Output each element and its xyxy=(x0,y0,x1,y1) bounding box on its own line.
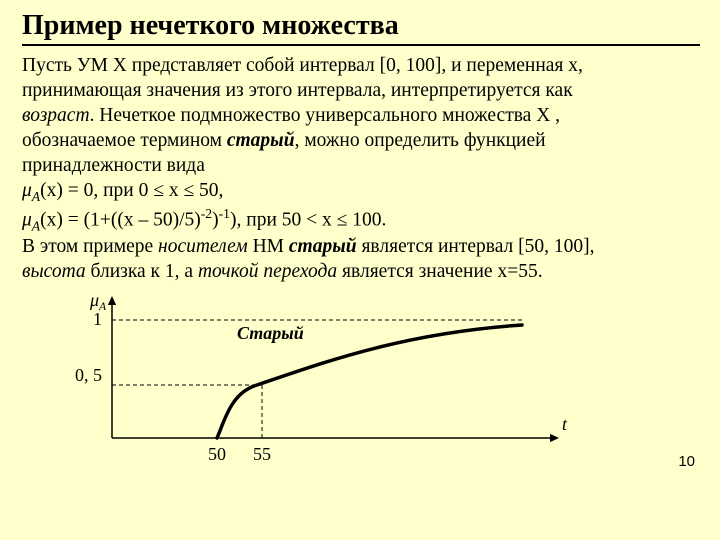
p2l1e: является интервал [50, 100], xyxy=(357,236,595,257)
line1: Пусть УМ X представляет собой интервал [… xyxy=(22,55,583,76)
p2l2c: точкой перехода xyxy=(198,261,337,282)
svg-text:t: t xyxy=(562,414,568,434)
p2l1d: старый xyxy=(289,236,357,257)
membership-chart: μA10, 55055tСтарый xyxy=(62,293,622,468)
svg-text:0, 5: 0, 5 xyxy=(75,365,102,385)
line5: принадлежности вида xyxy=(22,155,205,176)
p2l2a: высота xyxy=(22,261,86,282)
p2l1b: носителем xyxy=(158,236,248,257)
line3b: . Нечеткое подмножество универсального м… xyxy=(90,105,560,126)
line2: принимающая значения из этого интервала,… xyxy=(22,80,573,101)
line4b: старый xyxy=(227,130,295,151)
svg-text:55: 55 xyxy=(253,444,271,464)
p2l2d: является значение x=55. xyxy=(337,261,542,282)
line4c: , можно определить функцией xyxy=(295,130,546,151)
body-text: Пусть УМ X представляет собой интервал [… xyxy=(22,54,700,285)
svg-text:Старый: Старый xyxy=(237,323,304,343)
formula2: μA(x) = (1+((x – 50)/5)-2)-1), при 50 < … xyxy=(22,205,700,235)
line4a: обозначаемое термином xyxy=(22,130,227,151)
p2l1a: В этом примере xyxy=(22,236,158,257)
svg-text:50: 50 xyxy=(208,444,226,464)
p2l2b: близка к 1, а xyxy=(86,261,198,282)
svg-text:1: 1 xyxy=(93,309,102,329)
page-number: 10 xyxy=(678,453,695,470)
formula1: μA(x) = 0, при 0 ≤ x ≤ 50, xyxy=(22,179,700,205)
p2l1c: НМ xyxy=(248,236,289,257)
line3a: возраст xyxy=(22,105,90,126)
slide-title: Пример нечеткого множества xyxy=(22,10,700,46)
